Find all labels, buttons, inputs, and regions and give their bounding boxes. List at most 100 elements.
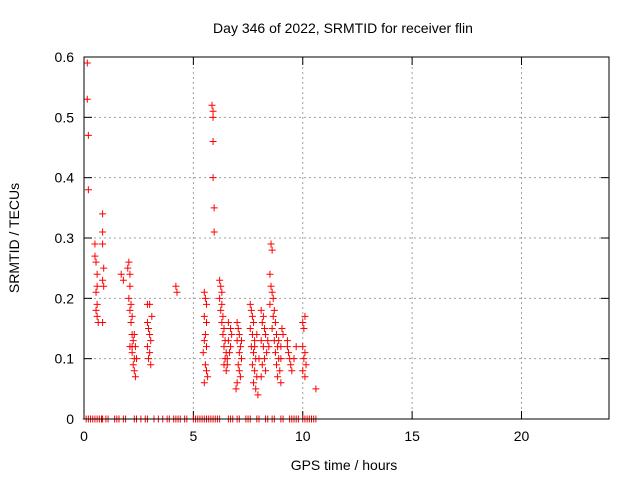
data-point — [117, 270, 125, 278]
data-point — [232, 385, 240, 393]
axis-ticks: 0 0.1 0.2 0.3 0.4 0.5 0.6 0 5 10 15 20 — [55, 49, 609, 444]
x-axis-title: GPS time / hours — [291, 457, 398, 473]
data-point — [93, 312, 101, 320]
data-point — [268, 246, 276, 254]
data-point — [301, 373, 309, 381]
x-tick-label: 20 — [514, 428, 530, 444]
data-point — [128, 349, 136, 357]
data-point — [146, 331, 154, 339]
data-point — [223, 355, 231, 363]
data-point — [260, 325, 268, 332]
data-point — [210, 204, 218, 212]
data-point — [250, 318, 258, 326]
data-point — [99, 318, 107, 326]
data-point — [129, 337, 137, 345]
data-point — [209, 174, 217, 182]
data-point — [238, 337, 245, 345]
data-point — [222, 367, 230, 375]
data-point — [204, 373, 212, 381]
data-point — [251, 343, 259, 351]
data-point — [203, 343, 210, 351]
data-point — [235, 349, 243, 357]
data-point — [203, 367, 210, 375]
data-point — [234, 361, 242, 369]
data-point — [266, 300, 274, 308]
data-point — [277, 379, 285, 387]
data-point — [236, 373, 244, 381]
data-point — [224, 337, 232, 345]
data-point — [301, 312, 309, 320]
data-point — [99, 240, 107, 248]
data-point — [130, 367, 138, 375]
data-point — [299, 367, 307, 375]
data-point — [145, 355, 153, 363]
data-point — [301, 349, 309, 357]
data-point — [146, 300, 154, 308]
data-point — [283, 337, 291, 345]
data-point — [126, 282, 134, 290]
data-point — [93, 270, 101, 278]
data-point — [84, 131, 92, 139]
data-point — [273, 331, 280, 339]
data-point — [268, 325, 276, 332]
data-point — [271, 349, 279, 357]
data-point — [279, 331, 287, 339]
data-point — [300, 325, 308, 332]
y-tick-label: 0.3 — [55, 230, 75, 246]
plot-frame — [83, 56, 610, 420]
data-point — [91, 240, 99, 248]
data-point — [258, 318, 266, 326]
y-axis-title: SRMTID / TECUs — [6, 183, 22, 293]
data-point — [127, 300, 135, 308]
data-point — [276, 367, 284, 375]
data-point — [302, 361, 310, 369]
data-point — [264, 337, 272, 345]
data-point — [262, 367, 270, 375]
data-point — [83, 95, 91, 103]
data-point — [312, 385, 320, 393]
data-point — [143, 343, 151, 351]
data-point — [83, 59, 91, 67]
data-point — [271, 318, 279, 326]
data-points — [82, 59, 320, 423]
data-point — [201, 331, 209, 339]
data-point — [143, 318, 151, 326]
data-point — [93, 300, 101, 308]
data-point — [236, 343, 244, 351]
data-point — [100, 282, 108, 290]
data-point — [208, 101, 216, 109]
data-point — [126, 270, 134, 278]
data-point — [273, 361, 280, 369]
y-tick-label: 0 — [66, 411, 74, 427]
data-point — [99, 228, 107, 236]
data-point — [238, 355, 245, 363]
data-point — [99, 276, 107, 284]
data-point — [200, 288, 208, 296]
data-point — [257, 306, 265, 314]
data-point — [253, 331, 261, 339]
data-point — [251, 337, 259, 345]
y-tick-label: 0.2 — [55, 290, 75, 306]
data-point — [209, 113, 217, 121]
data-point — [99, 210, 107, 218]
data-point — [200, 337, 208, 345]
data-point — [216, 294, 224, 302]
data-point — [255, 355, 263, 363]
data-point — [100, 264, 108, 272]
data-point — [254, 391, 262, 399]
data-point — [201, 294, 209, 302]
data-point — [290, 355, 298, 363]
data-point — [130, 331, 138, 339]
data-point — [263, 349, 271, 357]
data-point — [283, 343, 291, 351]
data-point — [299, 343, 307, 351]
data-point — [200, 379, 208, 387]
data-point — [269, 312, 277, 320]
x-tick-label: 5 — [189, 428, 197, 444]
data-point — [235, 367, 243, 375]
data-point — [127, 318, 135, 326]
x-tick-label: 0 — [80, 428, 88, 444]
y-tick-label: 0.4 — [55, 170, 75, 186]
data-point — [225, 349, 233, 357]
data-point — [92, 258, 100, 266]
